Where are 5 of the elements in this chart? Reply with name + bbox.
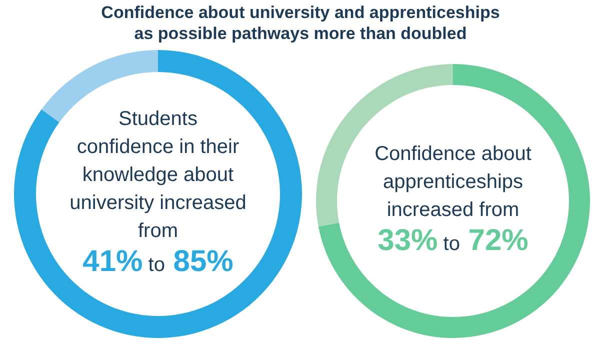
donut-slice [318,64,590,338]
chart-title: Confidence about university and apprenticeships as possible pathways more than doubled [100,2,501,44]
text: 33% to 72% [378,224,528,256]
donut-slice [14,50,302,338]
text: 41% to 85% [82,244,234,278]
